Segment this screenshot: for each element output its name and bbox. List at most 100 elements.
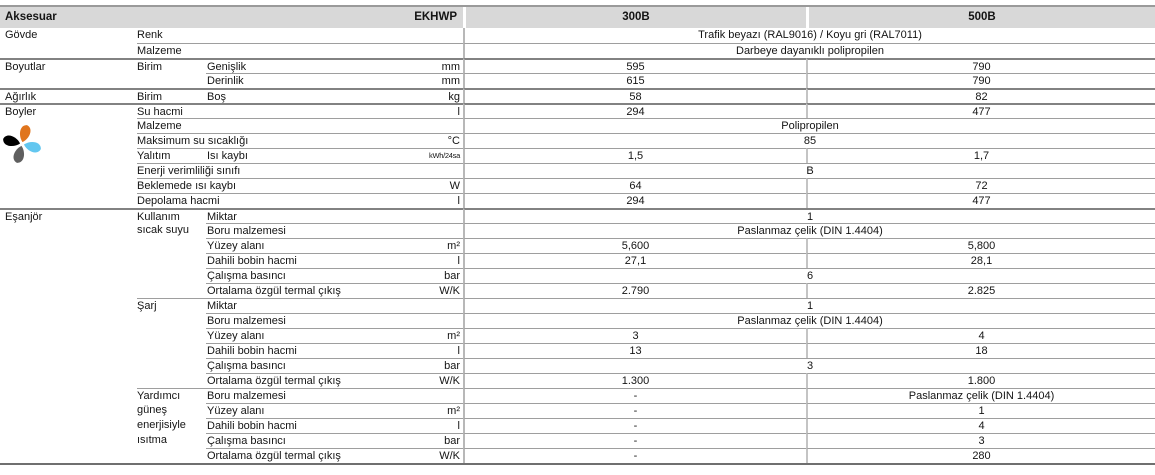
value-span: Darbeye dayanıklı polipropilen [463, 43, 1155, 58]
table-row: Yalıtım Isı kaybı kWh/24sa 1,5 1,7 [0, 148, 1155, 163]
subcategory-cell: sıcak suyu [137, 224, 189, 236]
value-span: Polipropilen [463, 118, 1155, 133]
category-cell [0, 193, 137, 208]
subcategory-cell: Yalıtım [137, 148, 206, 163]
table-row: Yüzey alanı m² 3 4 [0, 328, 1155, 343]
value-span: Paslanmaz çelik (DIN 1.4404) [463, 223, 1155, 238]
value-300b: 27,1 [463, 253, 806, 268]
header-column-300b: 300B [463, 7, 806, 28]
table-row: Boru malzemesi Paslanmaz çelik (DIN 1.44… [0, 313, 1155, 328]
value-span: 85 [463, 133, 1155, 148]
value-300b: 64 [463, 178, 806, 193]
value-300b: 3 [463, 328, 806, 343]
table-row: Boyutlar Birim Genişlik mm 595 790 [0, 58, 1155, 74]
value-500b: 1,7 [806, 148, 1155, 163]
table-row: Maksimum su sıcaklığı °C 85 [0, 133, 1155, 148]
table-row: Depolama hacmi l 294 477 [0, 193, 1155, 208]
value-span: 6 [463, 268, 1155, 283]
property-cell: Dahili bobin hacmi [206, 343, 403, 358]
petal-gray [13, 145, 25, 163]
value-300b: 615 [463, 73, 806, 88]
unit-cell: °C [403, 133, 463, 148]
property-cell: Isı kaybı [206, 148, 403, 163]
property-cell: Dahili bobin hacmi [206, 418, 403, 433]
subcategory-cell: Şarj [137, 298, 206, 313]
category-cell: Gövde [5, 29, 38, 41]
header-model-series: EKHWP [414, 11, 457, 23]
property-cell: Renk [137, 29, 163, 41]
value-500b: 72 [806, 178, 1155, 193]
property-cell: Malzeme [137, 118, 403, 133]
category-cell: Boyler [0, 103, 137, 119]
petal-orange [19, 125, 31, 143]
property-cell: Derinlik [206, 73, 403, 88]
unit-cell: l [403, 418, 463, 433]
unit-cell: W/K [403, 283, 463, 298]
table-row: Eşanjör Kullanım Miktar 1 [0, 208, 1155, 224]
value-500b: 2.825 [806, 283, 1155, 298]
spec-table: Aksesuar EKHWP 300B 500B Gövde Renk Traf… [0, 5, 1155, 465]
property-cell: Malzeme [137, 43, 403, 58]
unit-cell [403, 28, 463, 43]
value-300b: 5,600 [463, 238, 806, 253]
table-row: Derinlik mm 615 790 [0, 73, 1155, 88]
subcategory-cell: Birim [137, 88, 206, 104]
property-cell: Genişlik [206, 58, 403, 74]
value-span: B [463, 163, 1155, 178]
unit-cell [403, 118, 463, 133]
category-cell [0, 388, 137, 403]
header-column-500b: 500B [806, 7, 1155, 28]
unit-cell: W/K [403, 448, 463, 463]
property-cell: Yüzey alanı [206, 238, 403, 253]
property-cell: Enerji verimliliği sınıfı [137, 163, 403, 178]
unit-cell: m² [403, 238, 463, 253]
property-cell: Çalışma basıncı [206, 433, 403, 448]
value-500b: 1.800 [806, 373, 1155, 388]
unit-cell: m² [403, 328, 463, 343]
unit-cell: mm [403, 58, 463, 74]
value-span: 3 [463, 358, 1155, 373]
value-span: 1 [463, 298, 1155, 313]
table-row: Boyler Su hacmi l 294 477 [0, 103, 1155, 119]
unit-cell: kWh/24sa [403, 148, 463, 163]
unit-cell [403, 43, 463, 58]
property-cell: Yüzey alanı [206, 403, 403, 418]
unit-cell: m² [403, 403, 463, 418]
property-cell: Miktar [206, 208, 403, 224]
unit-cell: bar [403, 358, 463, 373]
table-header-row: Aksesuar EKHWP 300B 500B [0, 7, 1155, 28]
property-cell: Boş [206, 88, 403, 104]
value-500b: 82 [806, 88, 1155, 104]
subcategory-cell: enerjisiyle [137, 419, 186, 431]
value-500b: 18 [806, 343, 1155, 358]
unit-cell [403, 208, 463, 224]
table-row: Enerji verimliliği sınıfı B [0, 163, 1155, 178]
table-row: güneş Yüzey alanı m² - 1 [0, 403, 1155, 418]
value-500b: 477 [806, 103, 1155, 119]
unit-cell: W/K [403, 373, 463, 388]
property-cell: Boru malzemesi [206, 388, 403, 403]
property-cell: Ortalama özgül termal çıkış [206, 283, 403, 298]
value-500b: 477 [806, 193, 1155, 208]
value-300b: 294 [463, 193, 806, 208]
table-row: Beklemede ısı kaybı W 64 72 [0, 178, 1155, 193]
unit-cell: l [403, 253, 463, 268]
property-cell: Ortalama özgül termal çıkış [206, 373, 403, 388]
value-300b: - [463, 418, 806, 433]
value-300b: - [463, 403, 806, 418]
value-300b: 294 [463, 103, 806, 119]
property-cell: Boru malzemesi [206, 313, 403, 328]
unit-cell: bar [403, 433, 463, 448]
category-cell [0, 178, 137, 193]
unit-cell: kg [403, 88, 463, 104]
value-300b: - [463, 433, 806, 448]
property-cell: Beklemede ısı kaybı [137, 178, 403, 193]
unit-cell [403, 223, 463, 238]
category-cell [0, 43, 137, 58]
property-cell: Yüzey alanı [206, 328, 403, 343]
value-300b: 2.790 [463, 283, 806, 298]
unit-cell: mm [403, 73, 463, 88]
subcategory-cell: güneş [137, 404, 167, 416]
subcategory-cell: Kullanım [137, 208, 206, 224]
table-row: Malzeme Polipropilen [0, 118, 1155, 133]
